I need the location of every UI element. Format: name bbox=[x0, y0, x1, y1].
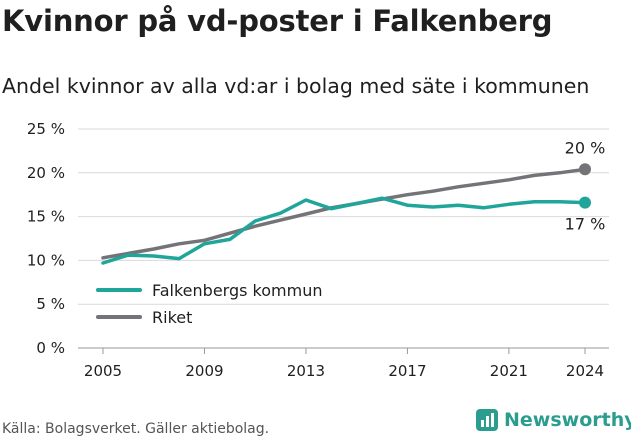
chart-title: Kvinnor på vd-poster i Falkenberg bbox=[2, 4, 553, 38]
brand: Newsworthy bbox=[476, 409, 631, 431]
legend-label-riket: Riket bbox=[152, 308, 192, 327]
source-note: Källa: Bolagsverket. Gäller aktiebolag. bbox=[2, 421, 270, 437]
legend-label-falkenberg: Falkenbergs kommun bbox=[152, 281, 322, 300]
x-tick-label: 2024 bbox=[566, 362, 604, 380]
gridlines bbox=[78, 128, 609, 349]
legend: Falkenbergs kommun Riket bbox=[96, 281, 322, 327]
end-label-riket: 20 % bbox=[565, 138, 606, 157]
series-lines bbox=[101, 163, 591, 265]
x-tick-label: 2005 bbox=[84, 362, 122, 380]
y-tick-label: 0 % bbox=[36, 339, 65, 357]
newsworthy-logo-icon bbox=[476, 409, 498, 431]
series-line-riket bbox=[101, 167, 587, 260]
x-tick-label: 2021 bbox=[490, 362, 528, 380]
x-axis-ticks: 2005 2009 2013 2017 2021 2024 bbox=[84, 348, 604, 380]
x-tick-label: 2017 bbox=[388, 362, 426, 380]
end-point-falkenberg bbox=[579, 196, 591, 209]
end-point-riket bbox=[579, 163, 591, 176]
chart-subtitle: Andel kvinnor av alla vd:ar i bolag med … bbox=[2, 74, 590, 98]
y-tick-label: 10 % bbox=[27, 251, 65, 269]
y-tick-label: 25 % bbox=[27, 120, 65, 138]
end-label-falkenberg: 17 % bbox=[565, 215, 606, 234]
brand-name: Newsworthy bbox=[504, 409, 631, 431]
y-tick-label: 15 % bbox=[27, 208, 65, 226]
series-line-falkenberg bbox=[101, 196, 587, 265]
x-tick-label: 2009 bbox=[185, 362, 223, 380]
y-tick-label: 20 % bbox=[27, 164, 65, 182]
y-axis-ticks: 0 % 5 % 10 % 15 % 20 % 25 % bbox=[27, 120, 65, 357]
x-tick-label: 2013 bbox=[287, 362, 325, 380]
y-tick-label: 5 % bbox=[36, 295, 65, 313]
